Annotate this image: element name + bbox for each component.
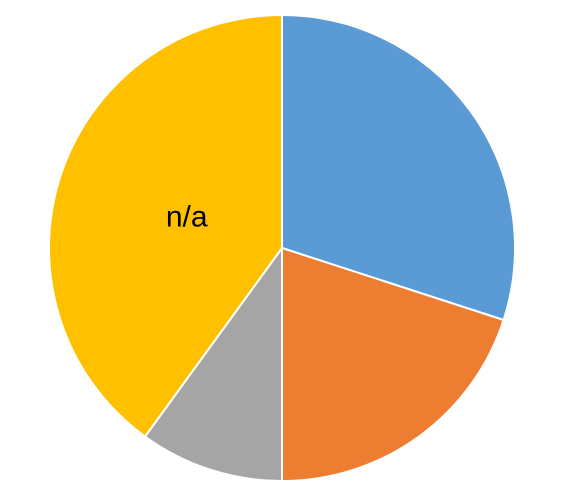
pie-slice-1: [281, 14, 516, 321]
pie-slice-label-4: n/a: [166, 201, 208, 234]
pie-slice-2: [281, 247, 505, 482]
pie-labels: n/a: [166, 201, 208, 234]
pie-slices: [48, 14, 516, 482]
pie-slice-3: [144, 247, 283, 482]
pie-slice-4: [48, 14, 283, 438]
